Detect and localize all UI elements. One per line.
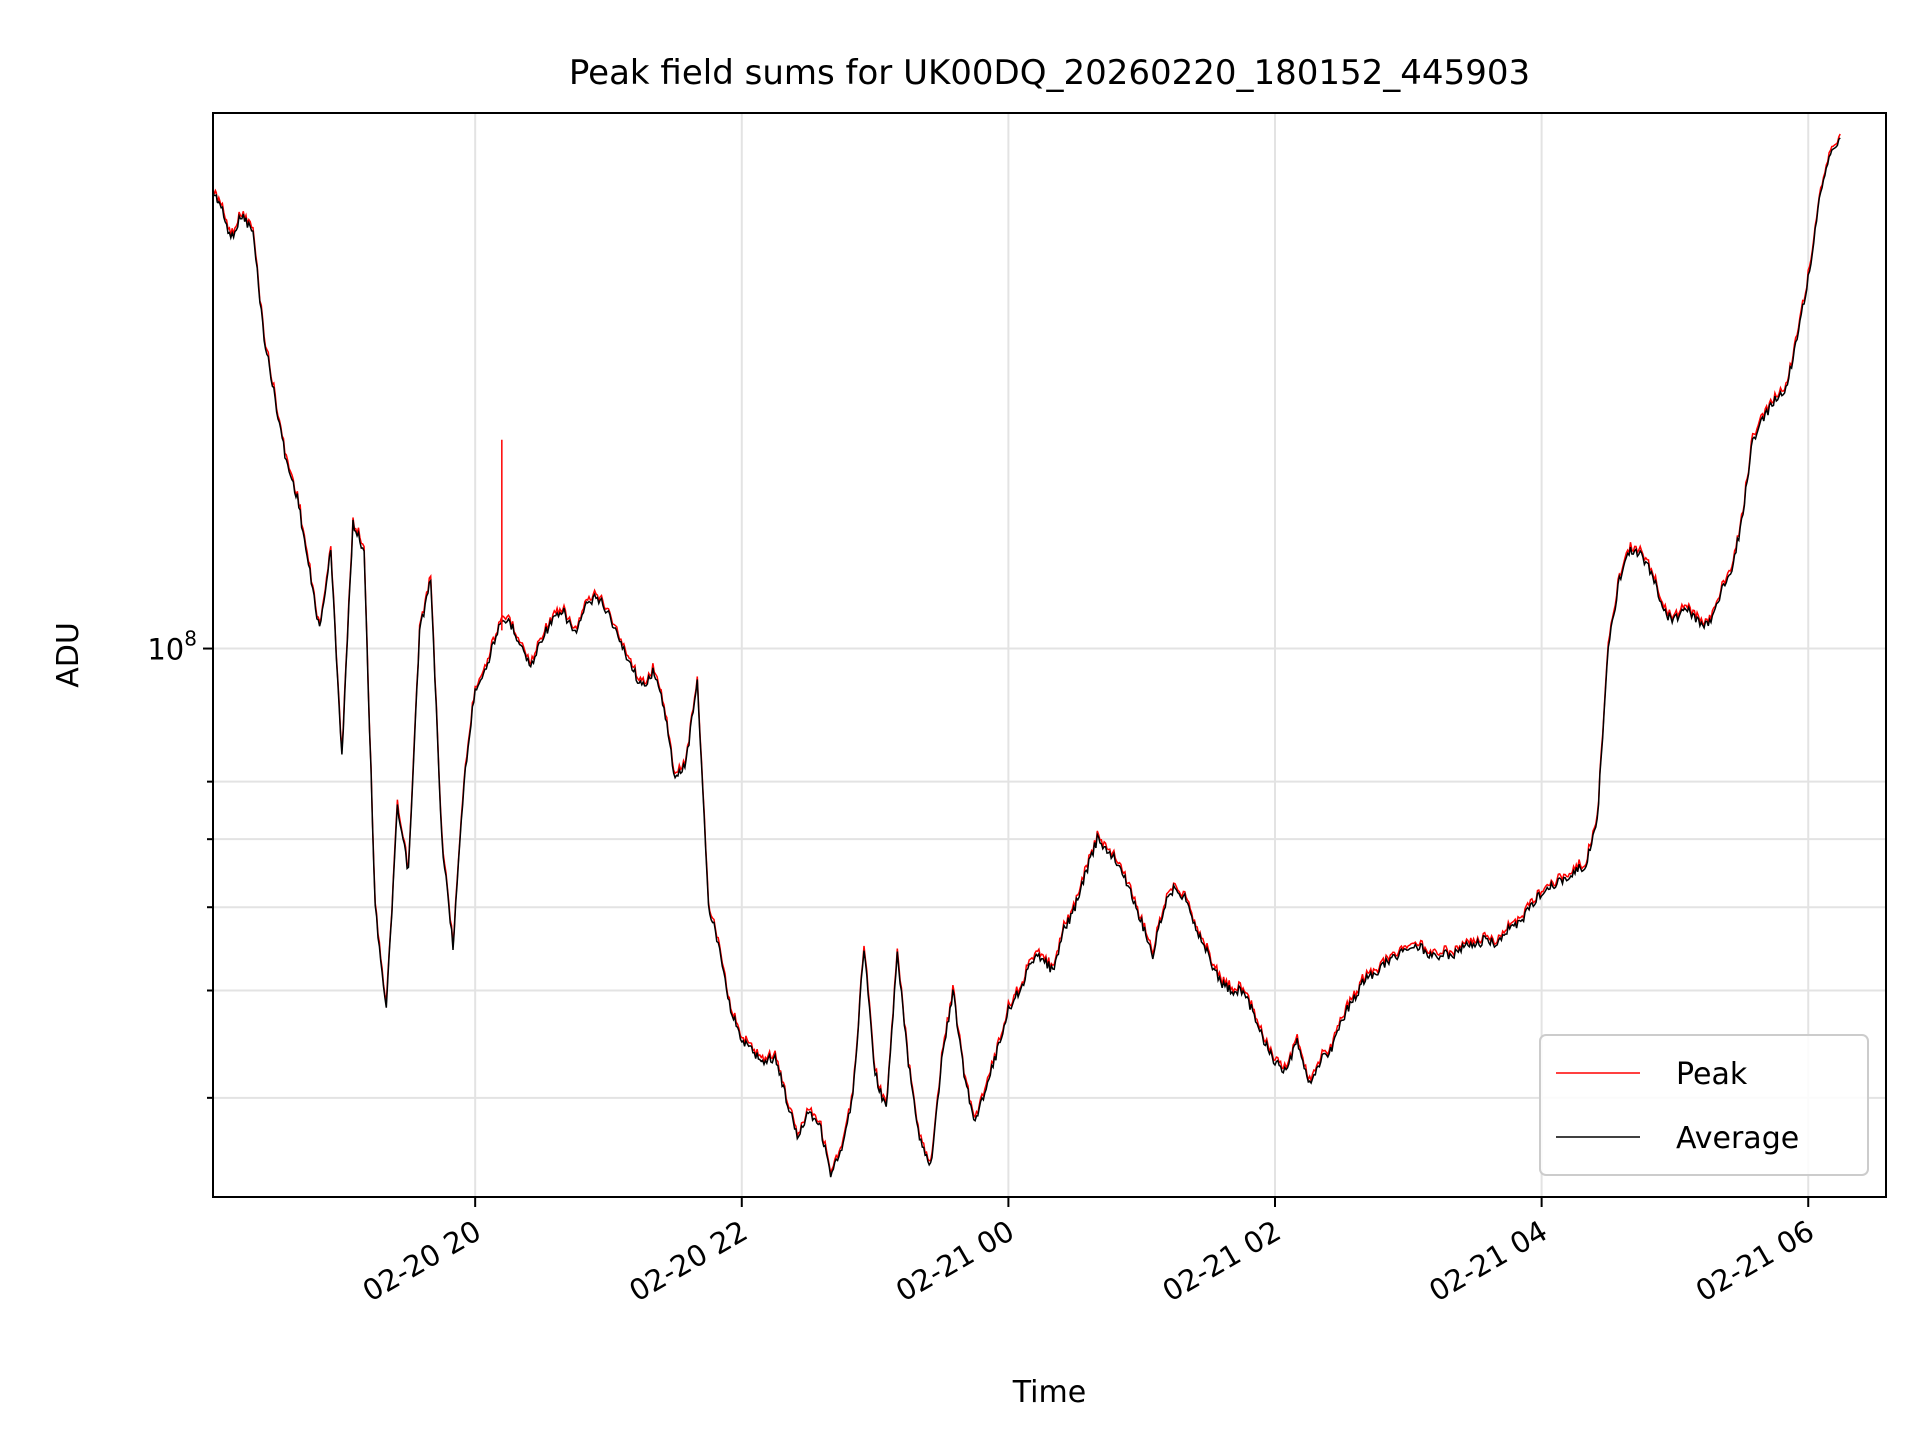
x-tick-label: 02-21 02: [1157, 1214, 1287, 1309]
y-tick-label: 108: [147, 627, 197, 667]
x-tick-label: 02-21 04: [1423, 1214, 1553, 1309]
plot-frame: [212, 112, 1887, 1198]
chart-title: Peak field sums for UK00DQ_20260220_1801…: [569, 53, 1530, 93]
y-tick-base: 10: [147, 633, 184, 667]
series-layer: [213, 133, 1841, 1178]
y-axis-label: ADU: [51, 622, 86, 688]
x-tick-label: 02-21 00: [890, 1214, 1020, 1309]
legend-label-peak: Peak: [1676, 1057, 1748, 1092]
x-tick-label: 02-20 20: [357, 1214, 487, 1309]
series-line-average: [213, 137, 1841, 1178]
legend: Peak Average: [1539, 1034, 1869, 1176]
tick-layer: 02-20 20 02-20 22 02-21 00 02-21 02 02-21 04…: [147, 627, 1819, 1309]
y-tick-exponent: 8: [184, 627, 197, 651]
x-tick-label: 02-21 06: [1690, 1214, 1820, 1309]
x-axis-label: Time: [1012, 1375, 1086, 1410]
legend-label-average: Average: [1676, 1121, 1799, 1156]
x-tick-label: 02-20 22: [623, 1214, 753, 1309]
series-line-peak: [213, 133, 1841, 1174]
legend-box: [1539, 1034, 1869, 1176]
